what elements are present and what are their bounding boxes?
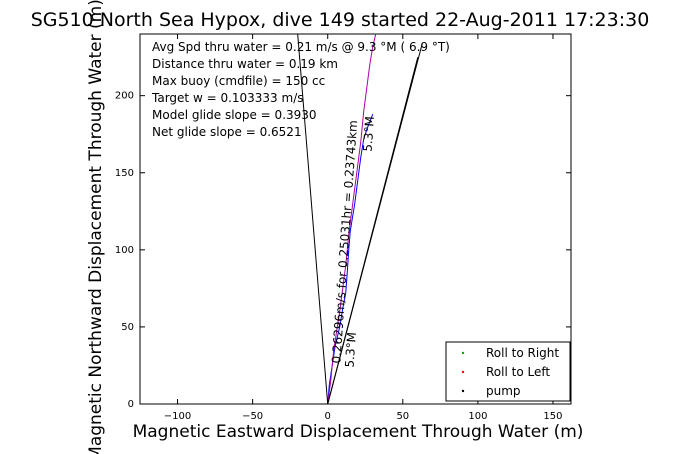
y-tick-label: 0 — [128, 399, 134, 410]
y-tick-label: 150 — [115, 168, 134, 179]
chart-annotation: 5.3°M — [343, 332, 359, 368]
legend-label: pump — [486, 384, 521, 398]
series-line-heading — [327, 33, 377, 405]
info-line: Target w = 0.103333 m/s — [151, 91, 304, 105]
chart-title: SG510 North Sea Hypox, dive 149 started … — [31, 9, 650, 31]
series-line-track — [327, 113, 374, 405]
plot-area: −100 −50 0 50 100 150 0 50 100 150 200 Avg Spd thru… — [115, 33, 572, 422]
y-tick-label: 200 — [115, 91, 134, 102]
x-tick-label: 50 — [396, 411, 409, 422]
x-tick-label: 100 — [468, 411, 487, 422]
x-tick-label: −50 — [242, 411, 263, 422]
legend-marker — [461, 370, 465, 374]
info-line: Net glide slope = 0.6521 — [152, 125, 302, 139]
chart-annotation: 5.3°M — [361, 116, 377, 152]
series-line-fan-right-steep — [327, 43, 423, 405]
x-axis-label: Magnetic Eastward Displacement Through W… — [133, 422, 584, 442]
legend-label: Roll to Left — [486, 365, 550, 379]
y-tick-label: 50 — [121, 322, 134, 333]
legend-label: Roll to Right — [486, 346, 559, 360]
info-line: Max buoy (cmdfile) = 150 cc — [152, 74, 325, 88]
legend-marker — [461, 389, 465, 393]
y-axis-label: Magnetic Northward Displacement Through … — [86, 0, 106, 454]
x-tick-label: −100 — [164, 411, 191, 422]
info-line: Avg Spd thru water = 0.21 m/s @ 9.3 °M (… — [152, 40, 450, 54]
series-line-fan-left — [297, 33, 329, 405]
legend-marker — [461, 351, 465, 355]
x-tick-label: 0 — [325, 411, 331, 422]
info-line: Distance thru water = 0.19 km — [152, 57, 338, 71]
x-tick-label: 150 — [543, 411, 562, 422]
legend-box — [445, 341, 571, 402]
info-line: Model glide slope = 0.3930 — [152, 108, 317, 122]
y-tick-label: 100 — [115, 245, 134, 256]
